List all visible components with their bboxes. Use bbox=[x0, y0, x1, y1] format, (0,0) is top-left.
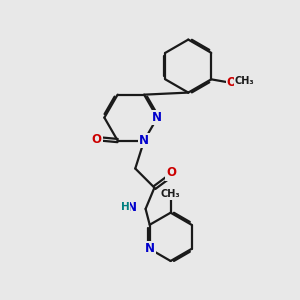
Text: N: N bbox=[127, 201, 137, 214]
Text: O: O bbox=[227, 76, 237, 89]
Text: N: N bbox=[152, 111, 162, 124]
Text: N: N bbox=[139, 134, 149, 147]
Text: N: N bbox=[145, 242, 155, 255]
Text: O: O bbox=[166, 167, 176, 179]
Text: H: H bbox=[121, 202, 129, 212]
Text: CH₃: CH₃ bbox=[235, 76, 255, 86]
Text: CH₃: CH₃ bbox=[161, 189, 180, 199]
Text: O: O bbox=[92, 133, 101, 146]
